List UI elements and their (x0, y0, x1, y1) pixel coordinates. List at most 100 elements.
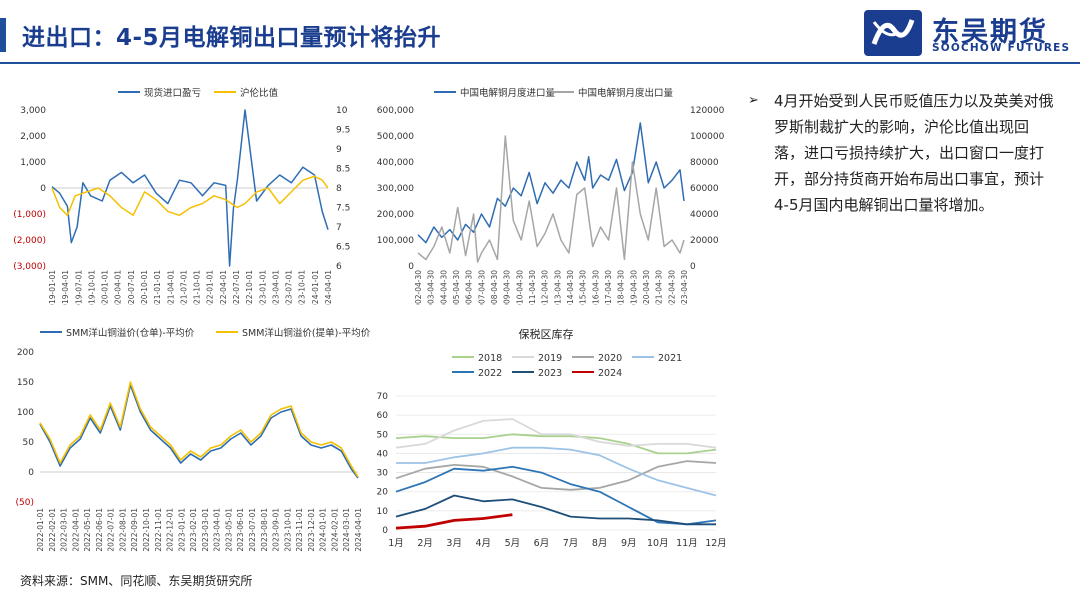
series-line-1 (417, 135, 685, 263)
x-tick-label: 10月 (647, 538, 669, 549)
x-tick-label: 2023-04-01 (213, 508, 222, 552)
page-header: 进出口：4-5月电解铜出口量预计将抬升 东吴期货 SOOCHOW FUTURES (0, 0, 1080, 74)
series-line-1 (395, 418, 717, 449)
y-left-tick-label: (3,000) (13, 262, 46, 272)
x-tick-label: 2019-04-01 (61, 270, 70, 305)
x-tick-label: 2023-03-01 (201, 508, 210, 552)
import-export-volume-chart: 中国电解铜月度进口量 中国电解铜月度出口量 600,000 500,000 400,00… (377, 87, 725, 305)
x-tick-label: 2022-10-01 (245, 270, 254, 305)
y-left-tick-label: 500,000 (377, 132, 414, 142)
y-tick-label: 70 (377, 392, 389, 402)
y-tick-label: 30 (377, 469, 389, 479)
x-tick-label: 2023-11-01 (295, 508, 304, 552)
x-tick-label: 2020-04-01 (114, 270, 123, 305)
y-right-tick-label: 20000 (690, 236, 719, 246)
x-tick-label: 2021-01-01 (153, 270, 162, 305)
page-title: 进出口：4-5月电解铜出口量预计将抬升 (22, 25, 442, 51)
series-line-0 (417, 122, 685, 244)
x-tick-label: 2022-07-01 (232, 270, 241, 305)
y-right-tick-label: 7 (336, 223, 342, 233)
y-right-tick-label: 8.5 (336, 165, 350, 175)
series-line-1 (39, 381, 359, 478)
x-tick-label: 2024-04-01 (354, 508, 363, 552)
legend-label: SMM洋山铜溢价(提单)-平均价 (242, 327, 370, 339)
x-tick-label: 2021-04-01 (166, 270, 175, 305)
x-tick-label: 2024-02-01 (330, 508, 339, 552)
x-tick-label: 2022-08-01 (118, 508, 127, 552)
y-right-tick-label: 6 (336, 262, 342, 272)
x-tick-label: 2022-11-01 (154, 508, 163, 552)
x-tick-label: 4月 (475, 538, 491, 549)
y-left-tick-label: 0 (40, 184, 46, 194)
y-tick-label: 60 (377, 411, 389, 421)
y-tick-label: 10 (377, 507, 389, 517)
x-tick-label: 2023-07-01 (248, 508, 257, 552)
legend-label: 中国电解铜月度进口量 (460, 87, 556, 99)
y-tick-label: 50 (377, 430, 389, 440)
x-tick-label: 2002-04-30 (414, 270, 423, 305)
series-line-2 (395, 460, 717, 491)
x-tick-label: 2020-01-01 (101, 270, 110, 305)
series-line-0 (39, 384, 359, 479)
legend-label: SMM洋山铜溢价(仓单)-平均价 (66, 327, 195, 339)
x-tick-label: 2023-10-01 (283, 508, 292, 552)
x-tick-label: 2023-12-01 (307, 508, 316, 552)
company-logo: 东吴期货 SOOCHOW FUTURES (862, 8, 1072, 58)
x-tick-label: 2010-04-30 (515, 270, 524, 305)
x-tick-label: 7月 (563, 538, 579, 549)
x-tick-label: 2015-04-30 (579, 270, 588, 305)
x-tick-label: 8月 (592, 538, 608, 549)
x-tick-label: 2022-02-01 (48, 508, 57, 552)
y-right-tick-label: 9.5 (336, 126, 350, 136)
x-tick-label: 2022-10-01 (142, 508, 151, 552)
x-tick-label: 2003-04-30 (427, 270, 436, 305)
x-tick-label: 2023-02-01 (189, 508, 198, 552)
x-tick-label: 2023-08-01 (260, 508, 269, 552)
x-tick-label: 2013-04-30 (553, 270, 562, 305)
y-right-tick-label: 7.5 (336, 204, 350, 214)
series-line-1 (51, 175, 329, 217)
y-right-tick-label: 10 (336, 106, 348, 116)
x-tick-label: 2016-04-30 (591, 270, 600, 305)
x-tick-label: 2022-04-30 (667, 270, 676, 305)
x-tick-label: 2023-01-01 (258, 270, 267, 305)
data-source: 资料来源：SMM、同花顺、东吴期货研究所 (20, 574, 253, 588)
x-tick-label: 2019-07-01 (74, 270, 83, 305)
series-line-5 (395, 494, 716, 526)
x-tick-label: 2012-04-30 (541, 270, 550, 305)
legend-label: 2023 (538, 368, 562, 379)
y-left-tick-label: (1,000) (13, 210, 46, 220)
x-tick-label: 2018-04-30 (617, 270, 626, 305)
y-right-tick-label: 9 (336, 145, 342, 155)
legend-label: 2022 (478, 368, 502, 379)
x-tick-label: 2014-04-30 (566, 270, 575, 305)
x-tick-label: 2021-04-30 (655, 270, 664, 305)
x-tick-label: 2024-01-01 (311, 270, 320, 305)
legend-label: 2019 (538, 353, 562, 364)
series-line-0 (395, 433, 717, 455)
x-tick-label: 2020-04-30 (642, 270, 651, 305)
logo-icon (864, 10, 922, 56)
x-tick-label: 2004-04-30 (439, 270, 448, 305)
x-tick-label: 2023-05-01 (224, 508, 233, 552)
x-tick-label: 6月 (534, 538, 550, 549)
x-tick-label: 2022-04-01 (219, 270, 228, 305)
x-tick-label: 2022-09-01 (130, 508, 139, 552)
legend-label: 2021 (658, 353, 682, 364)
y-left-tick-label: 200,000 (377, 210, 414, 220)
x-tick-label: 2023-10-01 (298, 270, 307, 305)
legend-label: 现货进口盈亏 (144, 87, 201, 99)
legend-label: 中国电解铜月度出口量 (578, 87, 674, 99)
y-tick-label: 200 (17, 348, 34, 358)
x-tick-label: 2022-03-01 (60, 508, 69, 552)
y-left-tick-label: 2,000 (20, 132, 46, 142)
y-right-tick-label: 0 (690, 262, 696, 272)
x-tick-label: 3月 (446, 538, 462, 549)
x-tick-label: 2019-01-01 (48, 270, 57, 305)
import-profit-chart: 现货进口盈亏 沪伦比值 3,000 2,000 1,000 0 (1,000) (2,000)… (13, 87, 350, 305)
x-tick-label: 2022-04-01 (71, 508, 80, 552)
x-tick-label: 2023-09-01 (272, 508, 281, 552)
x-tick-label: 2009-04-30 (503, 270, 512, 305)
y-tick-label: 50 (23, 438, 35, 448)
x-tick-label: 2022-05-01 (83, 508, 92, 552)
